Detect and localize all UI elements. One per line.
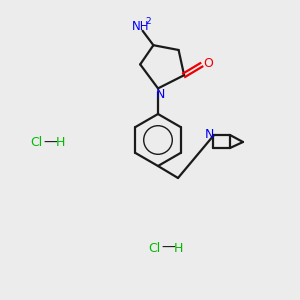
Text: NH: NH [132, 20, 149, 33]
Text: N: N [204, 128, 214, 140]
Text: H: H [55, 136, 65, 149]
Text: O: O [203, 57, 213, 70]
Text: —: — [43, 136, 57, 150]
Text: Cl: Cl [30, 136, 42, 149]
Text: Cl: Cl [148, 242, 160, 254]
Text: N: N [155, 88, 165, 101]
Text: 2: 2 [146, 17, 152, 26]
Text: —: — [161, 241, 175, 255]
Text: H: H [173, 242, 183, 254]
